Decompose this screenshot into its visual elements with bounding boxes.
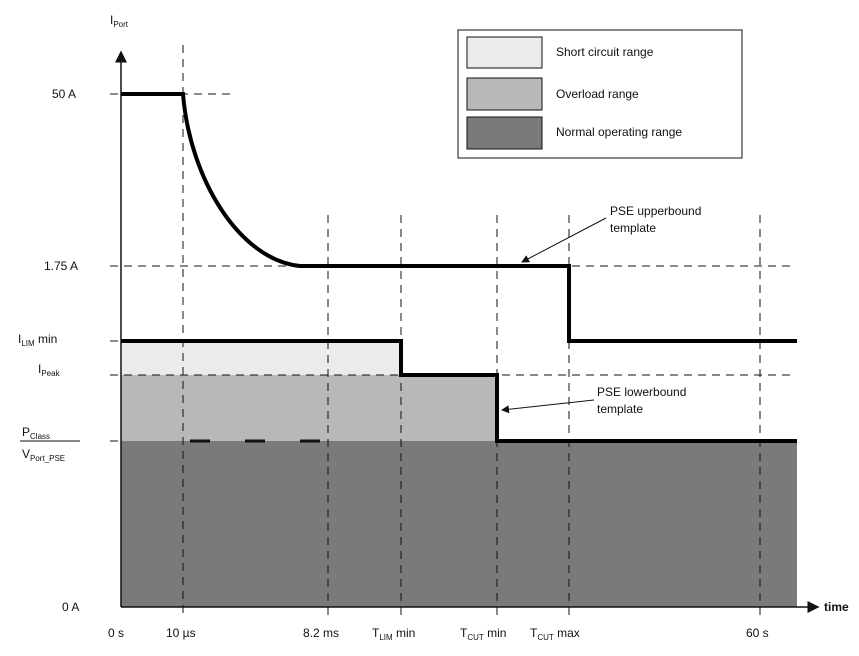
svg-text:PSE upperbound: PSE upperbound: [610, 204, 701, 218]
tick-60s: 60 s: [746, 626, 769, 640]
svg-text:template: template: [610, 221, 656, 235]
label-pclass-num: PClass: [22, 425, 50, 441]
overload-region: [121, 375, 497, 441]
normal-operating-region: [121, 441, 797, 607]
tick-0s: 0 s: [108, 626, 124, 640]
label-pclass-den: VPort_PSE: [22, 447, 65, 463]
legend-label-overload: Overload range: [556, 87, 639, 101]
legend: Short circuit range Overload range Norma…: [457, 29, 743, 159]
tick-8ms: 8.2 ms: [303, 626, 339, 640]
upperbound-annotation: PSE upperbound template: [521, 204, 701, 263]
label-50a: 50 A: [52, 87, 76, 101]
legend-swatch-short-circuit: [466, 36, 543, 69]
tick-tlim: TLIM min: [372, 626, 415, 642]
pse-lowerbound-curve: [121, 339, 797, 443]
pse-upperbound-curve: [121, 92, 797, 343]
label-175a: 1.75 A: [44, 259, 78, 273]
y-axis-title: IPort: [110, 13, 129, 29]
legend-label-normal: Normal operating range: [556, 125, 682, 139]
label-ipeak: IPeak: [38, 362, 61, 378]
label-ilim: ILIM min: [18, 332, 57, 348]
x-axis-title: time: [824, 600, 849, 614]
svg-text:template: template: [597, 402, 643, 416]
lowerbound-annotation: PSE lowerbound template: [501, 385, 686, 416]
legend-swatch-normal: [466, 116, 543, 150]
label-0a: 0 A: [62, 600, 79, 614]
tick-10us: 10 µs: [166, 626, 196, 640]
tick-tcutmax: TCUT max: [530, 626, 580, 642]
svg-text:PSE lowerbound: PSE lowerbound: [597, 385, 686, 399]
tick-tcutmin: TCUT min: [460, 626, 506, 642]
short-circuit-region: [121, 341, 400, 375]
legend-swatch-overload: [466, 77, 543, 111]
legend-label-short-circuit: Short circuit range: [556, 45, 654, 59]
